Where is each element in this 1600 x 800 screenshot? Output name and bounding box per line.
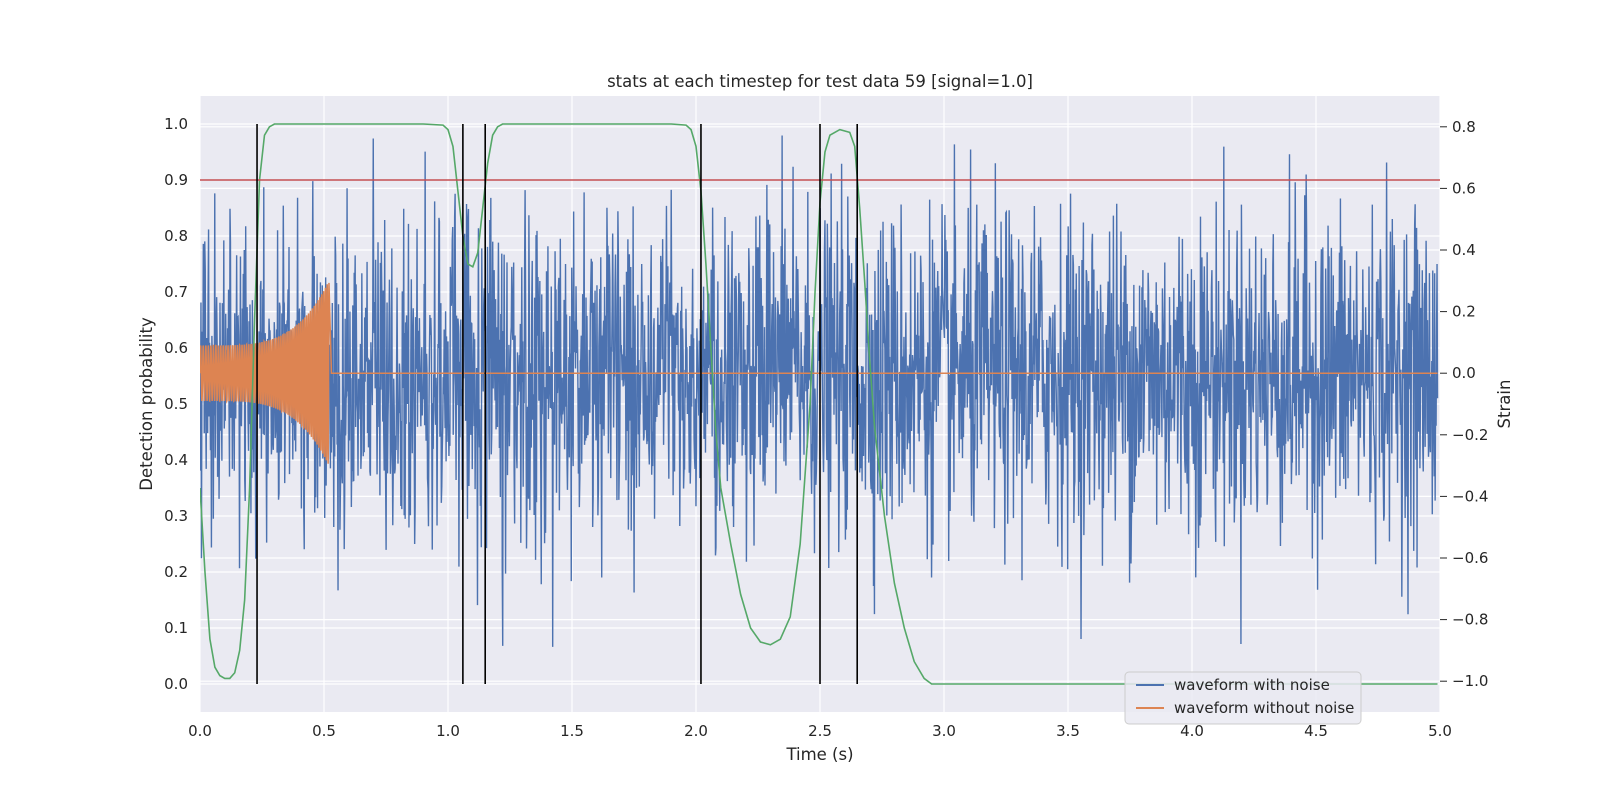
x-tick-label: 1.5 [560,722,584,740]
x-tick-label: 3.5 [1056,722,1080,740]
y-axis-right-label: Strain [1495,380,1514,429]
plot-content [200,123,1440,685]
x-tick-label: 3.0 [932,722,956,740]
y-right-tick-label: 0.6 [1452,179,1476,197]
y-left-tick-label: 0.8 [164,227,188,245]
y-right-tick-label: −0.2 [1452,426,1488,444]
legend-label-with-noise: waveform with noise [1174,676,1330,694]
legend-label-without-noise: waveform without noise [1174,699,1354,717]
legend-box [1124,671,1362,725]
x-tick-label: 0.5 [312,722,336,740]
series-waveform-without-noise [200,282,1438,464]
y-right-tick-label: 0.8 [1452,118,1476,136]
y-left-tick-label: 0.5 [164,395,188,413]
x-tick-label: 4.0 [1180,722,1204,740]
chart-title: stats at each timestep for test data 59 … [607,72,1033,91]
x-tick-label: 1.0 [436,722,460,740]
legend: waveform with noise waveform without noi… [1124,671,1362,725]
y-left-tick-label: 0.9 [164,171,188,189]
y-right-tick-label: 0.4 [1452,241,1476,259]
y-left-tick-label: 0.0 [164,675,188,693]
y-right-tick-label: −0.4 [1452,487,1488,505]
x-tick-label: 5.0 [1428,722,1452,740]
x-tick-label: 2.5 [808,722,832,740]
y-left-tick-label: 0.2 [164,563,188,581]
x-axis-label: Time (s) [785,745,853,764]
series-waveform-with-noise [200,135,1439,647]
y-left-tick-label: 0.3 [164,507,188,525]
y-right-tick-label: −0.8 [1452,611,1488,629]
x-tick-label: 0.0 [188,722,212,740]
y-right-tick-label: −1.0 [1452,672,1488,690]
y-right-tick-label: 0.0 [1452,364,1476,382]
y-left-tick-label: 0.1 [164,619,188,637]
y-right-tick-label: −0.6 [1452,549,1488,567]
y-left-tick-label: 0.7 [164,283,188,301]
y-right-tick-label: 0.2 [1452,303,1476,321]
y-left-tick-label: 1.0 [164,115,188,133]
axes: 0.0 0.5 1.0 1.5 2.0 2.5 3.0 3.5 4.0 4.5 5.0 0.0 0.1 0… [164,115,1488,740]
y-left-tick-label: 0.6 [164,339,188,357]
x-tick-label: 4.5 [1304,722,1328,740]
y-left-tick-label: 0.4 [164,451,188,469]
x-tick-label: 2.0 [684,722,708,740]
series-detection-probability [200,123,1438,685]
y-axis-left-label: Detection probability [137,317,156,491]
